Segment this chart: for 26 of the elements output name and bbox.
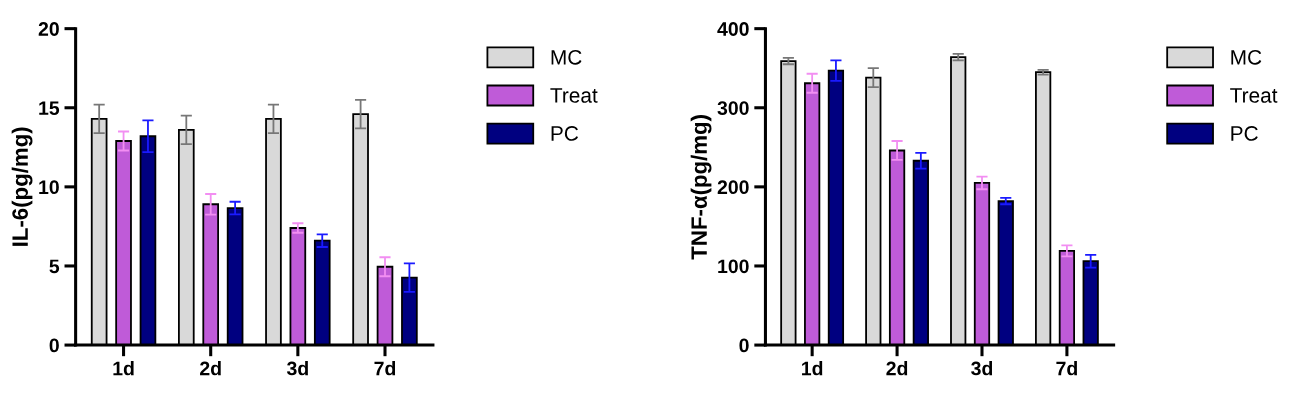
x-tick-label: 7d	[374, 361, 396, 376]
y-axis-title: IL-6(pg/mg)	[11, 127, 33, 246]
y-axis-title: TNF-α(pg/mg)	[690, 115, 712, 260]
legend-label: Treat	[550, 88, 598, 103]
legend-label: MC	[551, 49, 582, 65]
x-tick-label: 2d	[200, 361, 221, 376]
y-tick-label: 20	[38, 22, 59, 36]
x-tick-label: 3d	[286, 361, 308, 376]
legend-label: PC	[1231, 126, 1258, 141]
legend-label: Treat	[1230, 88, 1278, 103]
x-tick-label: 7d	[1056, 361, 1077, 376]
y-tick-label: 10	[39, 180, 59, 195]
y-tick-label: 15	[39, 101, 60, 115]
y-tick-label: 0	[49, 338, 59, 353]
y-tick-label: 300	[717, 101, 749, 116]
y-tick-label: 0	[739, 338, 749, 353]
legend-label: MC	[1231, 49, 1262, 65]
x-tick-label: 2d	[886, 361, 908, 376]
legend-label: PC	[551, 126, 579, 141]
x-tick-label: 3d	[971, 361, 993, 376]
x-tick-label: 1d	[802, 361, 823, 376]
x-tick-label: 1d	[113, 361, 134, 376]
y-tick-label: 200	[717, 180, 749, 195]
y-tick-label: 400	[717, 22, 749, 36]
y-tick-label: 5	[49, 259, 60, 274]
y-tick-label: 100	[718, 259, 749, 274]
